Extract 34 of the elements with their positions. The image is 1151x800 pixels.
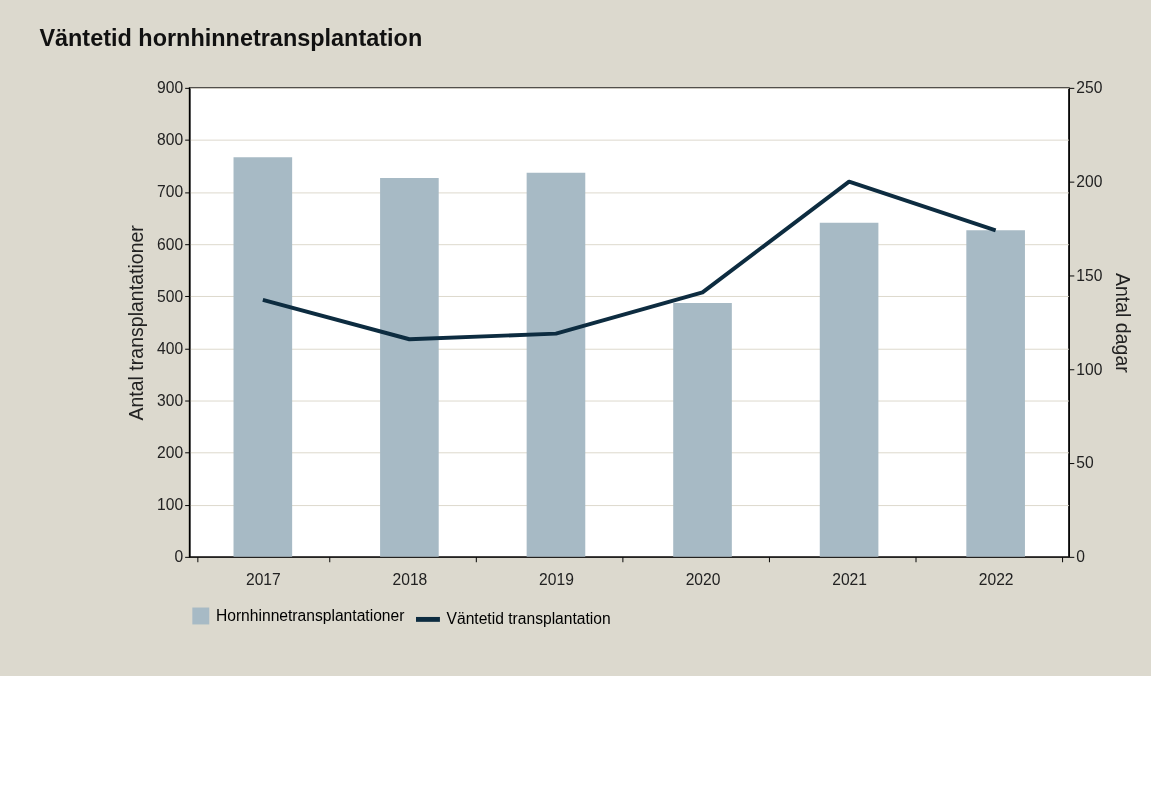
x-tick-label: 2017 [245,570,281,588]
y-tick-label: 100 [157,496,184,514]
y-tick-label: 0 [174,548,184,566]
y2-tick-label: 0 [1076,548,1086,566]
y-tick-label: 800 [157,131,184,149]
bar [673,303,732,557]
y2-axis-title: Antal dagar [1112,272,1135,374]
x-tick-label: 2020 [685,570,721,588]
bar [380,178,439,557]
legend-label: Väntetid transplantation [446,610,611,628]
y-tick-label: 900 [157,79,184,97]
bar [233,157,293,557]
y-tick-label: 600 [157,235,184,253]
x-tick-label: 2018 [392,570,428,588]
bar [966,230,1025,557]
y-tick-label: 500 [157,287,184,305]
y2-tick-label: 150 [1076,266,1103,284]
x-tick-label: 2019 [539,570,574,588]
y-tick-label: 700 [157,183,184,201]
bar [819,222,879,557]
x-tick-label: 2022 [978,570,1014,588]
y2-tick-label: 100 [1076,360,1103,378]
y2-tick-label: 50 [1076,454,1094,472]
legend-label: Hornhinnetransplantationer [215,606,405,624]
y-axis-title: Antal transplantationer [125,224,148,421]
x-tick-label: 2021 [832,570,867,588]
y-tick-label: 200 [157,444,184,462]
chart-title: Väntetid hornhinnetransplantation [39,24,423,51]
y2-tick-label: 200 [1076,173,1103,191]
line-series [260,179,998,342]
y2-tick-label: 250 [1076,79,1103,97]
bar [526,172,586,557]
y-tick-label: 400 [157,339,184,357]
y-tick-label: 300 [157,391,184,409]
